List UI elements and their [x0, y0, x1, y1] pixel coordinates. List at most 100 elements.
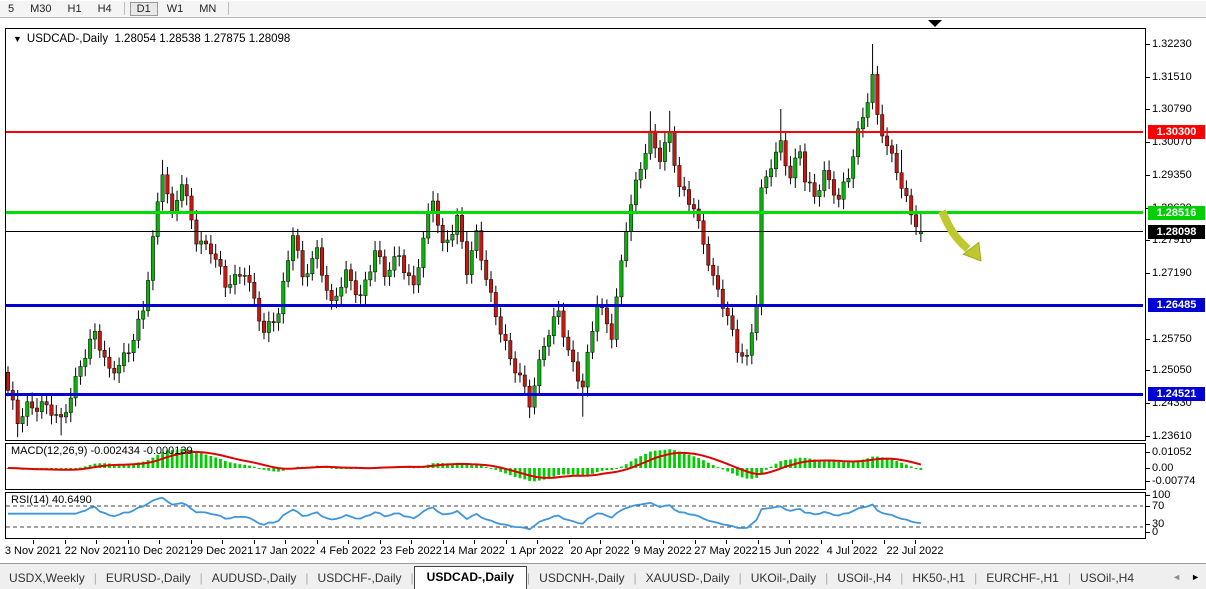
price-axis-tick	[1146, 240, 1150, 241]
date-axis-tick	[191, 540, 192, 544]
rsi-axis-tick	[1146, 524, 1150, 525]
price-axis-tick	[1146, 370, 1150, 371]
price-axis-label: 1.29350	[1152, 169, 1192, 181]
timeframe-button-h1[interactable]: H1	[67, 2, 82, 15]
price-axis-label: 1.27190	[1152, 267, 1192, 279]
horizontal-line-1.28098[interactable]	[6, 231, 1143, 232]
price-badge-1.24521: 1.24521	[1148, 387, 1205, 401]
rsi-axis-label: 30	[1152, 518, 1165, 530]
date-axis-tick	[254, 540, 255, 544]
date-axis-tick	[537, 540, 538, 544]
horizontal-line-1.30300[interactable]	[6, 131, 1143, 133]
chart-tab-ukoil-daily[interactable]: UKOil-,Daily	[750, 571, 817, 585]
date-axis-tick	[33, 540, 34, 544]
timeframe-toolbar: 5 M30 H1 H4 D1 W1 MN	[0, 0, 1206, 18]
date-axis-tick	[159, 540, 160, 544]
price-axis-label: 1.25050	[1152, 364, 1192, 376]
chart-tab-usdcad-daily[interactable]: USDCAD-,Daily	[413, 566, 528, 589]
chart-menu-caret-icon[interactable]: ▼	[13, 34, 22, 44]
date-axis-label: 15 Jun 2022	[758, 545, 820, 557]
tab-divider: |	[738, 571, 742, 585]
date-axis-tick	[285, 540, 286, 544]
price-axis-label: 1.23610	[1152, 430, 1192, 442]
date-axis-label: 14 Mar 2022	[443, 545, 505, 557]
horizontal-line-1.26485[interactable]	[6, 304, 1143, 307]
date-axis-tick	[411, 540, 412, 544]
date-axis-tick	[96, 540, 97, 544]
chart-tab-usdchf-daily[interactable]: USDCHF-,Daily	[317, 571, 402, 585]
tab-divider: |	[410, 571, 414, 585]
chart-tab-eurusd-daily[interactable]: EURUSD-,Daily	[105, 571, 191, 585]
macd-chart	[6, 449, 923, 482]
candlestick-chart[interactable]	[6, 29, 1143, 438]
date-axis-tick	[569, 540, 570, 544]
date-axis-tick	[663, 540, 664, 544]
price-axis-tick	[1146, 403, 1150, 404]
price-axis-label: 1.30070	[1152, 136, 1192, 148]
tab-scroll-left-icon[interactable]: ◄	[1172, 572, 1182, 582]
price-badge-1.30300: 1.30300	[1148, 125, 1205, 139]
drawn-sell-arrow-icon[interactable]	[938, 208, 986, 266]
price-axis-label: 1.32230	[1152, 38, 1192, 50]
chart-tab-usoil-h4[interactable]: USOil-,H4	[1079, 571, 1134, 585]
rsi-axis-label: 70	[1152, 500, 1165, 512]
macd-axis-tick	[1146, 452, 1150, 453]
date-axis-tick	[821, 540, 822, 544]
rsi-axis-label: 100	[1152, 489, 1171, 501]
chart-tab-hk50-h1[interactable]: HK50-,H1	[912, 571, 966, 585]
toolbar-separator	[228, 2, 230, 15]
chart-tab-eurchf-h1[interactable]: EURCHF-,H1	[986, 571, 1059, 585]
date-axis-tick	[884, 540, 885, 544]
price-axis-tick	[1146, 142, 1150, 143]
timeframe-button-mn[interactable]: MN	[199, 2, 217, 15]
price-badge-1.26485: 1.26485	[1148, 298, 1205, 312]
timeframe-button-5[interactable]: 5	[8, 2, 15, 15]
chart-symbol-label: USDCAD-,Daily	[26, 33, 109, 45]
price-badge-1.28098: 1.28098	[1148, 225, 1205, 239]
rsi-indicator-label: RSI(14) 40.6490	[11, 494, 92, 506]
tab-divider: |	[900, 571, 904, 585]
macd-indicator-label: MACD(12,26,9) -0.002434 -0.000139	[11, 445, 193, 457]
date-axis-label: 9 May 2022	[634, 545, 692, 557]
price-axis-tick	[1146, 436, 1150, 437]
tab-divider: |	[527, 571, 531, 585]
tab-scroll-right-icon[interactable]: ►	[1191, 572, 1200, 582]
chart-tab-usoil-h4[interactable]: USOil-,H4	[837, 571, 892, 585]
tab-divider: |	[633, 571, 637, 585]
price-axis-label: 1.25750	[1152, 333, 1192, 345]
rsi-chart	[6, 496, 1143, 531]
price-axis-tick	[1146, 175, 1150, 176]
date-axis-tick	[443, 540, 444, 544]
price-badge-1.28516: 1.28516	[1148, 206, 1205, 220]
date-axis-tick	[789, 540, 790, 544]
horizontal-line-1.24521[interactable]	[6, 393, 1143, 396]
chart-tab-bar: USDX,Weekly | EURUSD-,Daily | AUDUSD-,Daily |…	[0, 563, 1206, 589]
rsi-panel[interactable]	[5, 492, 1146, 539]
timeframe-button-m30[interactable]: M30	[30, 2, 52, 15]
date-axis-label: 1 Apr 2022	[510, 545, 564, 557]
date-axis-tick	[317, 540, 318, 544]
date-axis-label: 17 Jan 2022	[254, 545, 316, 557]
chart-ohlc-values: 1.28054 1.28538 1.27875 1.28098	[114, 33, 291, 45]
chart-tab-audusd-daily[interactable]: AUDUSD-,Daily	[211, 571, 297, 585]
macd-panel[interactable]	[5, 443, 1146, 490]
price-axis-tick	[1146, 339, 1150, 340]
price-axis-tick	[1146, 77, 1150, 78]
tab-divider: |	[1067, 571, 1071, 585]
timeframe-button-d1[interactable]: D1	[129, 1, 158, 16]
tab-scroll-arrows: ◄ ►	[1172, 564, 1200, 589]
date-axis-tick	[506, 540, 507, 544]
chart-tab-usdcnh-daily[interactable]: USDCNH-,Daily	[539, 571, 625, 585]
date-axis-tick	[758, 540, 759, 544]
timeframe-button-h4[interactable]: H4	[97, 2, 112, 15]
timeframe-button-w1[interactable]: W1	[166, 2, 184, 15]
chart-tab-usdx-weekly[interactable]: USDX,Weekly	[9, 571, 85, 585]
macd-axis-tick	[1146, 481, 1150, 482]
toolbar-separator	[123, 2, 125, 15]
chart-title: ▼ USDCAD-,Daily 1.28054 1.28538 1.27875 1…	[13, 33, 290, 45]
date-axis-tick	[726, 540, 727, 544]
chart-tab-xauusd-daily[interactable]: XAUUSD-,Daily	[645, 571, 730, 585]
horizontal-line-1.28516[interactable]	[6, 211, 1143, 214]
macd-axis-label: -0.00774	[1152, 475, 1196, 487]
